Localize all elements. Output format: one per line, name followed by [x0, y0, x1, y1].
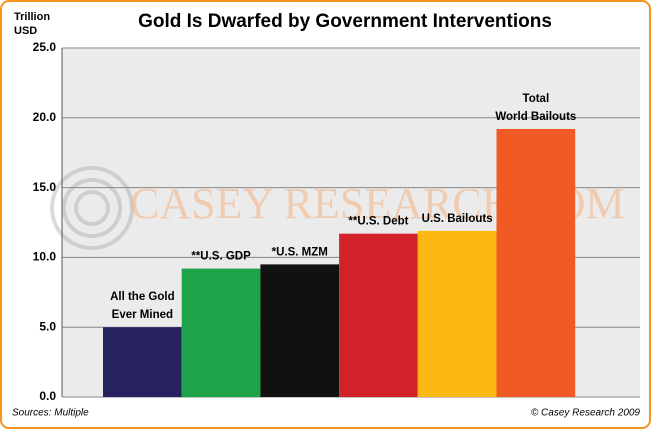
y-tick-label: 25.0 [33, 40, 57, 54]
watermark-logo [50, 166, 134, 250]
category-label: **U.S. Debt [348, 216, 408, 228]
source-note: Sources: Multiple [12, 408, 89, 419]
y-tick-label: 15.0 [33, 180, 57, 194]
y-axis-label: USD [14, 25, 37, 37]
category-label: Total [523, 93, 550, 105]
category-label: U.S. Bailouts [422, 213, 493, 225]
y-tick-label: 20.0 [33, 110, 57, 124]
bar [181, 268, 261, 397]
y-tick-label: 10.0 [33, 250, 57, 264]
category-label: Ever Mined [112, 309, 173, 321]
category-label: All the Gold [110, 291, 175, 303]
bar [417, 230, 497, 397]
y-axis-label: Trillion [14, 11, 50, 23]
category-label: **U.S. GDP [191, 251, 251, 263]
bar [496, 128, 576, 397]
bar [103, 327, 182, 397]
category-label: *U.S. MZM [272, 246, 328, 258]
bar [339, 233, 418, 397]
y-tick-label: 0.0 [39, 389, 56, 403]
y-tick-label: 5.0 [39, 319, 56, 333]
credit: © Casey Research 2009 [531, 408, 641, 419]
bar [260, 264, 340, 397]
category-label: World Bailouts [495, 111, 576, 123]
chart-title: Gold Is Dwarfed by Government Interventi… [138, 11, 552, 32]
